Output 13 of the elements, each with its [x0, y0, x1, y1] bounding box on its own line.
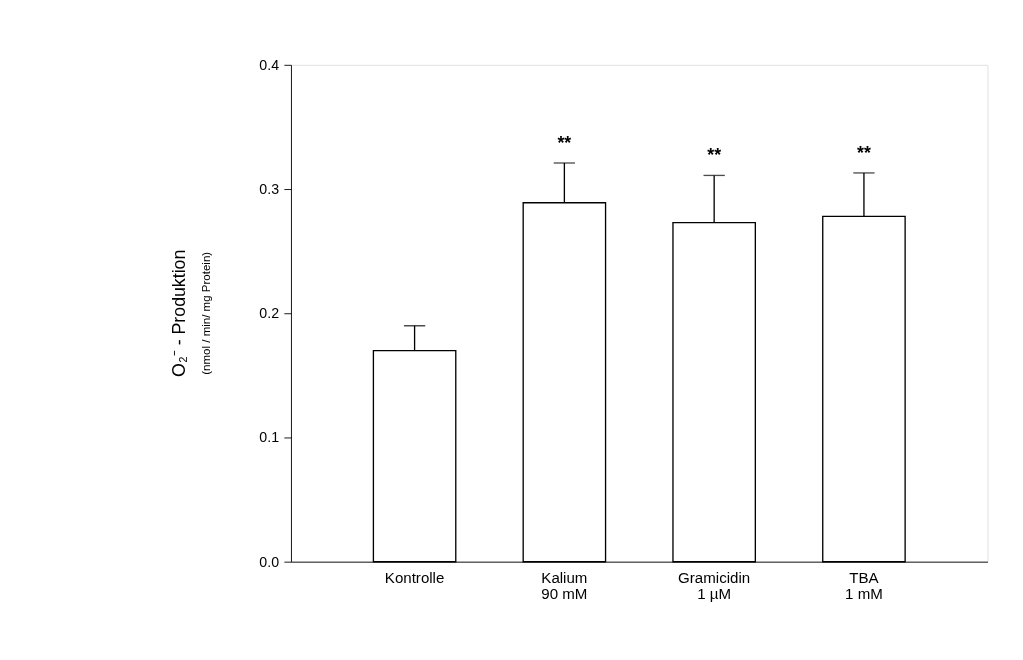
- y-tick-label: 0.4: [259, 56, 280, 73]
- y-axis-title: O₂⁻ - Produktion (nmol / min/ mg Protein): [169, 249, 213, 377]
- data-label: **: [857, 142, 871, 163]
- y-tick-label: 0.1: [259, 429, 280, 446]
- y-tick-label: 0.0: [259, 553, 280, 570]
- x-tick-label: Kontrolle: [384, 568, 445, 586]
- x-tick-label: Kalium 90 mM: [541, 568, 588, 603]
- data-label: **: [557, 132, 572, 153]
- x-tick-label: TBA 1 mM: [845, 568, 883, 603]
- data-label: **: [707, 145, 722, 166]
- y-tick-label: 0.2: [259, 305, 280, 322]
- x-tick-label: Gramicidin 1 µM: [678, 568, 751, 603]
- y-tick-label: 0.3: [259, 180, 280, 197]
